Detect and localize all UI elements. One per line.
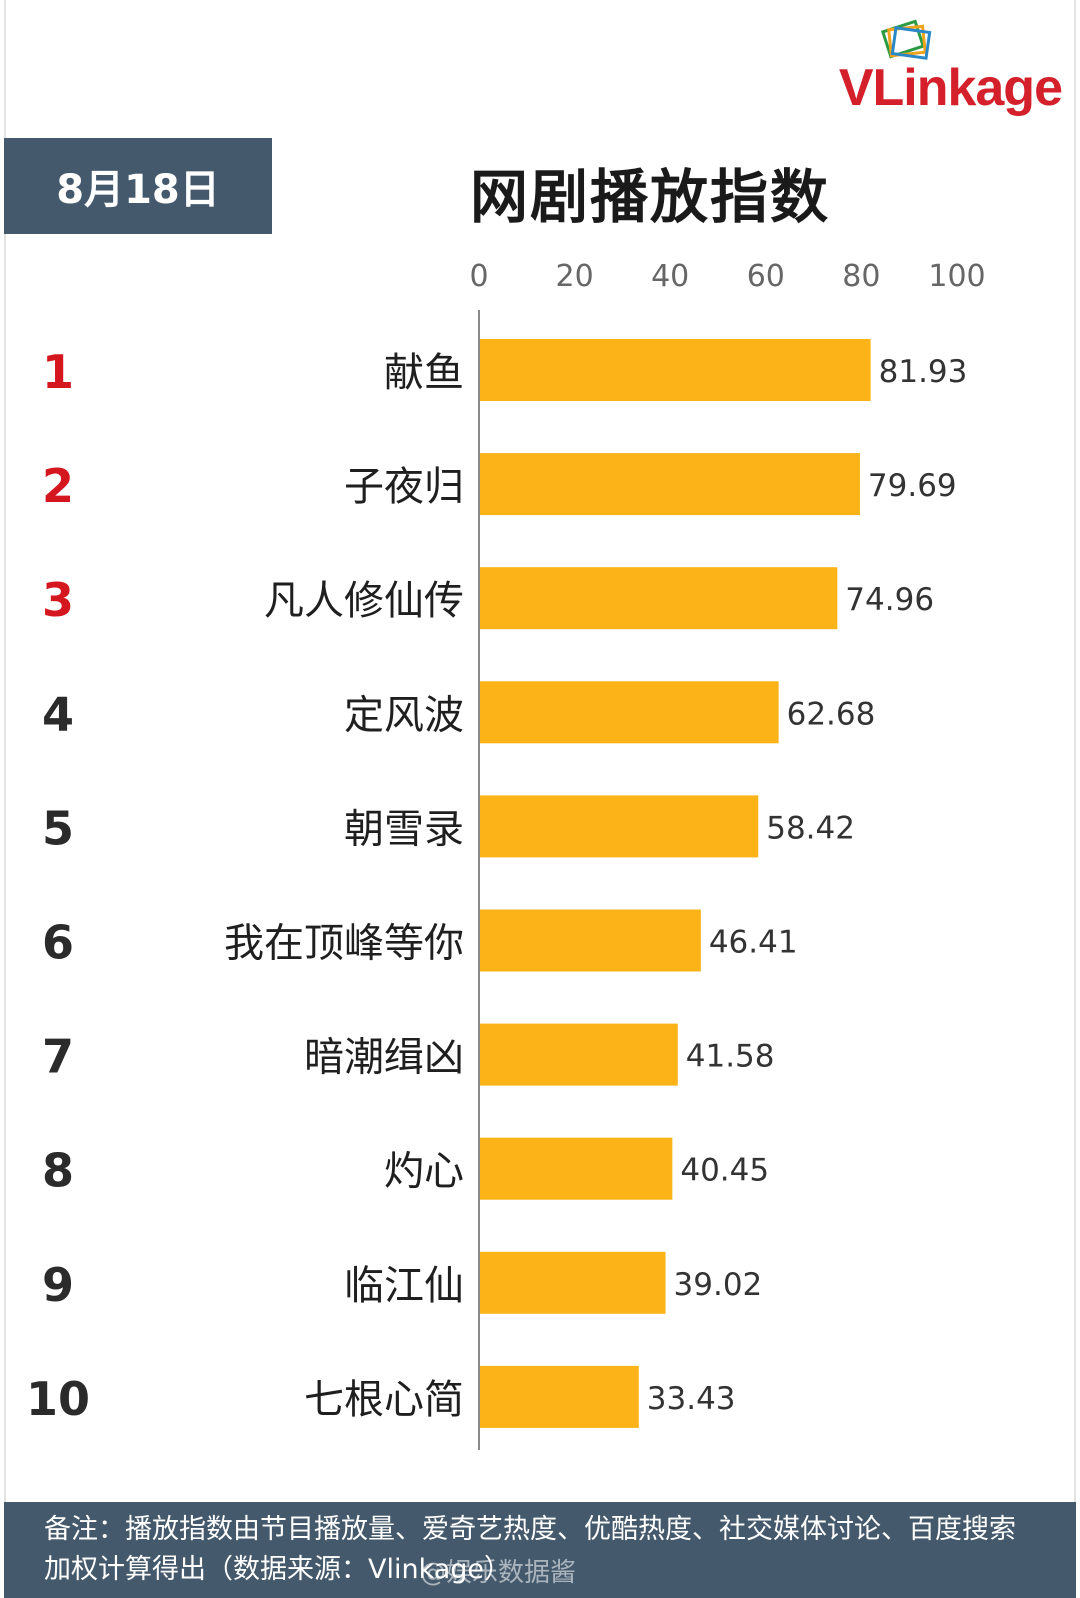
x-tick-label: 20 (556, 259, 594, 294)
brand-logo: VLinkage (802, 18, 1063, 118)
bar (479, 681, 779, 744)
x-tick-label: 40 (651, 259, 689, 294)
rank-number: 10 (26, 1372, 90, 1426)
x-tick-label: 0 (469, 259, 488, 294)
category-label: 七根心简 (304, 1377, 464, 1423)
category-label: 灼心 (384, 1149, 464, 1195)
rank-number: 5 (42, 801, 74, 855)
data-label: 46.41 (709, 925, 798, 961)
category-label: 子夜归 (344, 464, 464, 510)
bar (479, 1023, 678, 1086)
rank-number: 2 (42, 459, 74, 513)
chart-title: 网剧播放指数 (470, 163, 831, 231)
watermark: @娱乐数据酱 (420, 1558, 577, 1588)
page-frame (4, 0, 1076, 1594)
rank-number: 8 (42, 1144, 74, 1198)
rank-number: 9 (42, 1258, 74, 1312)
bar (479, 1137, 673, 1200)
x-tick-label: 100 (928, 259, 985, 294)
data-label: 74.96 (845, 582, 934, 618)
data-label: 40.45 (680, 1153, 769, 1189)
data-label: 41.58 (686, 1039, 775, 1075)
bar (479, 795, 759, 858)
bar (479, 453, 860, 516)
logo-text: VLinkage (838, 59, 1063, 117)
category-label: 临江仙 (344, 1263, 464, 1309)
logo-cards-icon (880, 19, 932, 60)
rank-number: 4 (42, 687, 74, 741)
footer-note: 备注：播放指数由节目播放量、爱奇艺热度、优酷热度、社交媒体讨论、百度搜索加权计算… (44, 1514, 1016, 1585)
category-label: 凡人修仙传 (264, 578, 464, 624)
category-label: 暗潮缉凶 (304, 1035, 464, 1081)
rank-number: 3 (42, 573, 74, 627)
bar (479, 339, 871, 401)
bar (479, 567, 838, 630)
category-label: 献鱼 (384, 350, 464, 396)
data-label: 62.68 (787, 696, 876, 732)
rank-number: 7 (42, 1030, 74, 1084)
category-label: 我在顶峰等你 (224, 921, 464, 967)
bar (479, 1365, 639, 1428)
rank-number: 1 (42, 345, 74, 399)
x-tick-label: 80 (842, 259, 880, 294)
data-label: 58.42 (766, 810, 855, 846)
category-label: 定风波 (344, 692, 464, 738)
data-label: 33.43 (647, 1381, 736, 1417)
x-tick-label: 60 (747, 259, 785, 294)
rank-number: 6 (42, 916, 74, 970)
bar (479, 1251, 666, 1314)
date-badge: 8月18日 (4, 138, 272, 234)
footer-note-panel: 备注：播放指数由节目播放量、爱奇艺热度、优酷热度、社交媒体讨论、百度搜索加权计算… (4, 1502, 1076, 1598)
category-label: 朝雪录 (344, 806, 464, 852)
bar (479, 909, 701, 972)
data-label: 39.02 (674, 1267, 763, 1303)
bar-chart: 0 20 40 60 80 100 81.93 献鱼 1 79.69 子夜归 2 74.96 凡人修仙传 3… (26, 259, 986, 1450)
data-label: 81.93 (879, 354, 968, 390)
data-label: 79.69 (868, 468, 957, 504)
